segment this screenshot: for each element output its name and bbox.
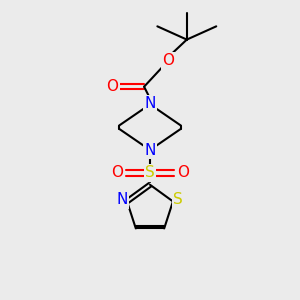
Text: O: O — [111, 166, 123, 181]
Text: O: O — [106, 79, 119, 94]
Text: O: O — [177, 166, 189, 181]
Text: N: N — [144, 143, 156, 158]
Text: O: O — [163, 53, 175, 68]
Text: S: S — [145, 166, 155, 181]
Text: N: N — [144, 96, 156, 111]
Text: N: N — [116, 193, 128, 208]
Text: S: S — [173, 193, 183, 208]
